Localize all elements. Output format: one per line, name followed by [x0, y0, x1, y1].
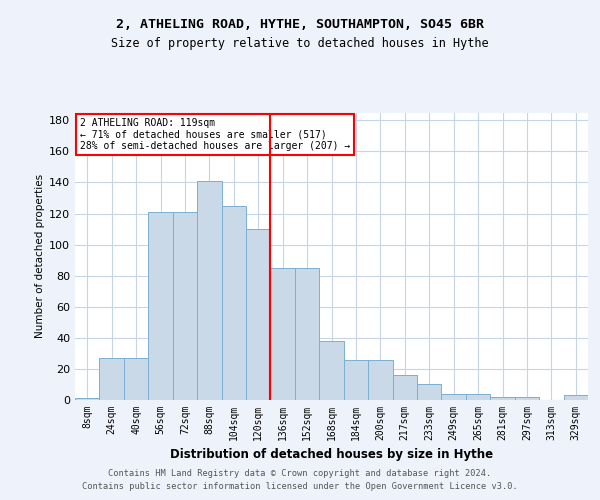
Bar	[392, 375, 417, 400]
Text: Contains HM Land Registry data © Crown copyright and database right 2024.: Contains HM Land Registry data © Crown c…	[109, 468, 491, 477]
Bar	[197, 181, 221, 400]
X-axis label: Distribution of detached houses by size in Hythe: Distribution of detached houses by size …	[170, 448, 493, 462]
Bar	[148, 212, 173, 400]
Text: 2 ATHELING ROAD: 119sqm
← 71% of detached houses are smaller (517)
28% of semi-d: 2 ATHELING ROAD: 119sqm ← 71% of detache…	[80, 118, 350, 152]
Bar	[442, 394, 466, 400]
Bar	[246, 229, 271, 400]
Bar	[515, 397, 539, 400]
Bar	[368, 360, 392, 400]
Bar	[319, 341, 344, 400]
Bar	[271, 268, 295, 400]
Text: Contains public sector information licensed under the Open Government Licence v3: Contains public sector information licen…	[82, 482, 518, 491]
Text: Size of property relative to detached houses in Hythe: Size of property relative to detached ho…	[111, 38, 489, 51]
Bar	[173, 212, 197, 400]
Bar	[466, 394, 490, 400]
Bar	[75, 398, 100, 400]
Bar	[124, 358, 148, 400]
Bar	[295, 268, 319, 400]
Bar	[221, 206, 246, 400]
Y-axis label: Number of detached properties: Number of detached properties	[35, 174, 45, 338]
Bar	[100, 358, 124, 400]
Text: 2, ATHELING ROAD, HYTHE, SOUTHAMPTON, SO45 6BR: 2, ATHELING ROAD, HYTHE, SOUTHAMPTON, SO…	[116, 18, 484, 30]
Bar	[563, 396, 588, 400]
Bar	[417, 384, 442, 400]
Bar	[490, 397, 515, 400]
Bar	[344, 360, 368, 400]
